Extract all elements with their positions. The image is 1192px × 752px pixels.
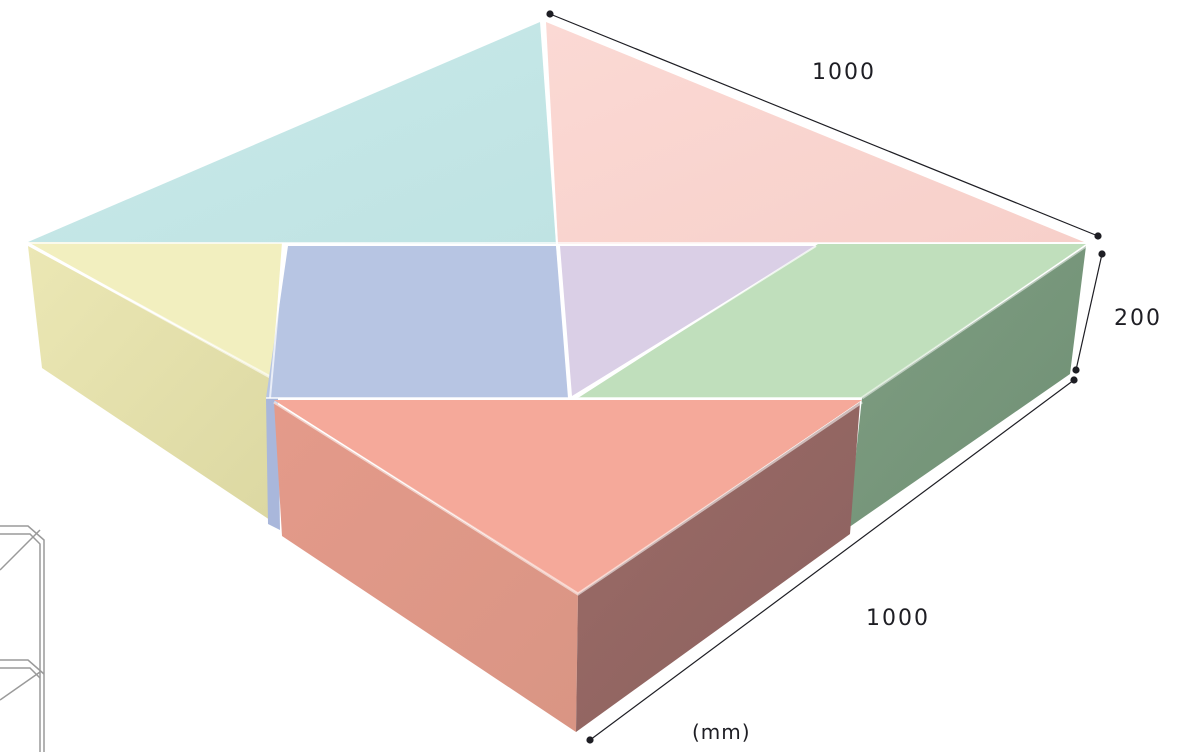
- salmon-top-face: [274, 400, 862, 594]
- depth-dimension-start-dot: [546, 10, 554, 18]
- piece-small-triangle-lavender: [560, 246, 816, 396]
- yellow-top-face: [28, 242, 282, 378]
- salmon-front-face: [274, 402, 578, 732]
- blue-top-face: [266, 246, 568, 398]
- green-side-face: [848, 246, 1086, 528]
- yellow-side-face: [28, 246, 272, 520]
- piece-medium-triangle-salmon: [273, 400, 863, 732]
- unit-label: (mm): [692, 720, 751, 744]
- width-dimension-end-dot: [586, 736, 594, 744]
- width-dimension-start-dot: [1070, 376, 1078, 384]
- width-dimension-line: [589, 379, 1075, 741]
- height-dimension-label: 200: [1114, 306, 1162, 331]
- lavender-top-face: [560, 246, 816, 396]
- piece-seams: [28, 21, 1084, 399]
- width-dimension-label: 1000: [866, 606, 930, 631]
- depth-dimension-line: [549, 13, 1099, 237]
- height-dimension-line: [1075, 253, 1103, 371]
- piece-large-triangle-pink: [546, 22, 1084, 244]
- depth-dimension-label: 1000: [812, 60, 876, 85]
- height-dimension-start-dot: [1098, 250, 1106, 258]
- piece-small-triangle-yellow: [27, 242, 282, 520]
- piece-large-triangle-cyan: [28, 22, 556, 244]
- pink-top-face: [546, 22, 1084, 244]
- wireframe-box-fragment: [0, 525, 45, 752]
- salmon-right-face: [576, 402, 860, 732]
- green-top-face: [578, 244, 1086, 398]
- height-dimension-end-dot: [1072, 366, 1080, 374]
- dimension-lines: [546, 10, 1106, 744]
- piece-parallelogram-green: [578, 244, 1087, 528]
- cyan-top-face: [28, 22, 556, 244]
- depth-dimension-end-dot: [1094, 232, 1102, 240]
